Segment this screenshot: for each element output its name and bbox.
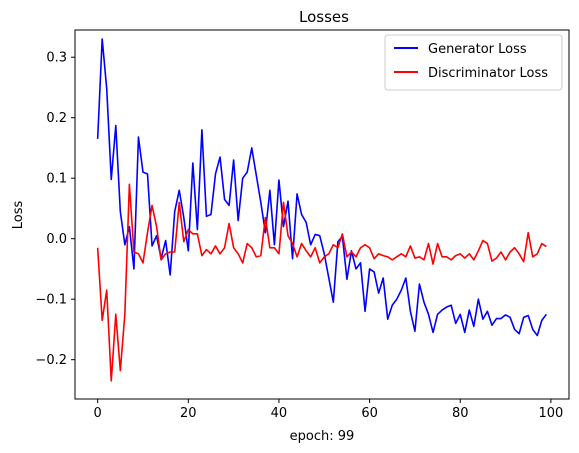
series-line-1 — [96, 183, 547, 382]
legend-label-generator: Generator Loss — [428, 42, 527, 57]
x-tick-label: 20 — [180, 406, 197, 421]
legend: Generator Loss Discriminator Loss — [384, 34, 563, 91]
y-tick-label: 0.1 — [46, 172, 67, 187]
x-tick-label: 100 — [538, 406, 563, 421]
x-tick-label: 60 — [361, 406, 378, 421]
series-line-0 — [96, 38, 547, 337]
plot-frame — [74, 29, 570, 400]
legend-label-discriminator: Discriminator Loss — [428, 66, 548, 81]
x-axis-ticks: 0 20 40 60 80 100 — [94, 399, 563, 421]
x-tick-label: 80 — [452, 406, 469, 421]
y-tick-label: 0.0 — [46, 232, 67, 247]
legend-box — [384, 34, 563, 91]
y-tick-label: −0.1 — [35, 293, 67, 308]
y-axis-label: Loss — [11, 201, 26, 230]
y-axis-ticks: −0.2 −0.1 0.0 0.1 0.2 0.3 — [35, 51, 75, 368]
chart-title: Losses — [299, 8, 349, 26]
x-axis-label: epoch: 99 — [290, 429, 355, 444]
y-tick-label: −0.2 — [35, 353, 67, 368]
y-tick-label: 0.3 — [46, 51, 67, 66]
plot-lines — [96, 38, 547, 382]
y-tick-label: 0.2 — [46, 111, 67, 126]
x-tick-label: 40 — [271, 406, 288, 421]
x-tick-label: 0 — [94, 406, 102, 421]
